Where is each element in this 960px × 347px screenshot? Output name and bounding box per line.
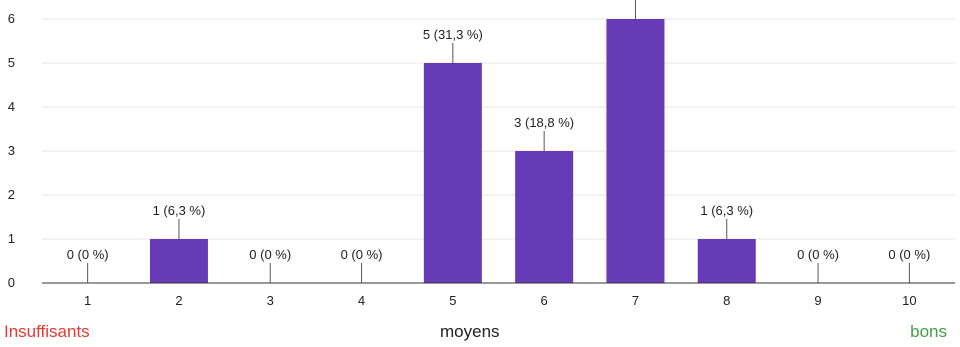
gridlines <box>42 18 955 240</box>
bar <box>423 63 482 283</box>
bar <box>515 151 574 283</box>
data-label: 1 (6,3 %) <box>153 203 206 218</box>
data-label: 1 (6,3 %) <box>700 203 753 218</box>
data-label: 0 (0 %) <box>797 247 839 262</box>
x-tick-label: 1 <box>84 293 91 308</box>
y-tick-label: 2 <box>8 187 15 202</box>
data-label: 0 (0 %) <box>341 247 383 262</box>
y-tick-label: 5 <box>8 55 15 70</box>
x-tick-label: 9 <box>814 293 821 308</box>
y-tick-label: 3 <box>8 143 15 158</box>
x-tick-label: 3 <box>267 293 274 308</box>
x-tick-label: 7 <box>632 293 639 308</box>
y-axis-ticks: 0 1 2 3 4 5 6 <box>8 11 15 290</box>
x-axis-ticks: 1 2 3 4 5 6 7 8 9 10 <box>84 293 917 308</box>
y-tick-label: 4 <box>8 99 15 114</box>
x-tick-label: 8 <box>723 293 730 308</box>
x-tick-label: 6 <box>541 293 548 308</box>
data-label: 5 (31,3 %) <box>423 27 483 42</box>
x-tick-label: 10 <box>902 293 916 308</box>
bars <box>149 19 756 283</box>
x-tick-label: 4 <box>358 293 365 308</box>
data-label: 0 (0 %) <box>249 247 291 262</box>
x-tick-label: 5 <box>449 293 456 308</box>
footer-label-bons: bons <box>910 322 947 341</box>
bar <box>697 239 756 283</box>
data-label: 0 (0 %) <box>888 247 930 262</box>
data-label: 0 (0 %) <box>67 247 109 262</box>
y-tick-label: 0 <box>8 275 15 290</box>
y-tick-label: 6 <box>8 11 15 26</box>
data-labels: 0 (0 %) 1 (6,3 %) 0 (0 %) 0 (0 %) 5 (31,3 %)… <box>67 0 930 283</box>
footer-label-moyens: moyens <box>440 322 500 341</box>
y-tick-label: 1 <box>8 231 15 246</box>
x-tick-label: 2 <box>175 293 182 308</box>
bar <box>149 239 208 283</box>
bar <box>606 19 665 283</box>
data-label: 3 (18,8 %) <box>514 115 574 130</box>
footer-label-insuffisants: Insuffisants <box>4 322 90 341</box>
